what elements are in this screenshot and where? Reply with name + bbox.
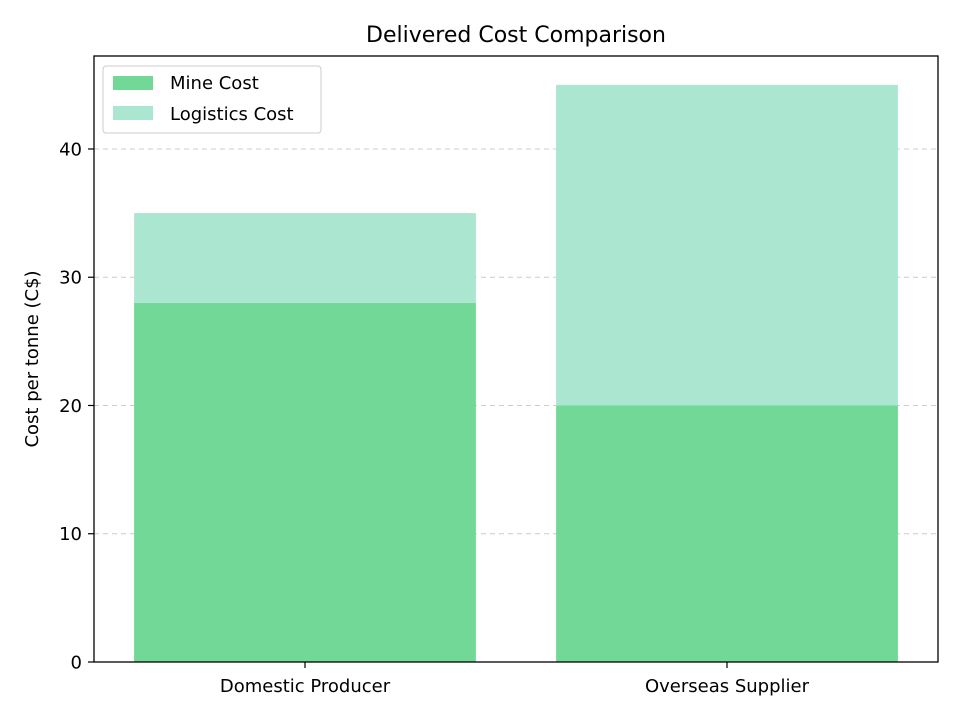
x-tick-label-overseas-supplier: Overseas Supplier <box>645 676 810 697</box>
y-tick-label-0: 0 <box>71 653 82 674</box>
y-tick-label-40: 40 <box>59 139 82 160</box>
legend-box <box>102 65 322 134</box>
bar-logistics-cost-domestic-producer <box>134 213 476 303</box>
bar-mine-cost-overseas-supplier <box>556 405 898 662</box>
chart-title: Delivered Cost Comparison <box>366 23 666 48</box>
bars <box>134 84 898 662</box>
y-axis-label: Cost per tonne (C$) <box>22 270 43 447</box>
x-axis-ticks: Domestic Producer Overseas Supplier <box>220 662 810 697</box>
x-tick-label-domestic-producer: Domestic Producer <box>220 676 391 697</box>
legend-swatch-logistics-cost <box>113 106 153 120</box>
legend-label-logistics-cost: Logistics Cost <box>170 104 294 125</box>
legend-swatch-mine-cost <box>113 76 153 90</box>
bar-logistics-cost-overseas-supplier <box>556 84 898 406</box>
y-tick-label-20: 20 <box>59 396 82 417</box>
bar-mine-cost-domestic-producer <box>134 302 476 662</box>
y-tick-label-10: 10 <box>59 524 82 545</box>
legend-label-mine-cost: Mine Cost <box>170 73 259 94</box>
legend: Mine Cost Logistics Cost <box>102 65 322 134</box>
y-tick-label-30: 30 <box>59 268 82 289</box>
plot-frame <box>93 55 939 663</box>
y-axis-ticks: 0 10 20 30 40 <box>59 139 94 674</box>
